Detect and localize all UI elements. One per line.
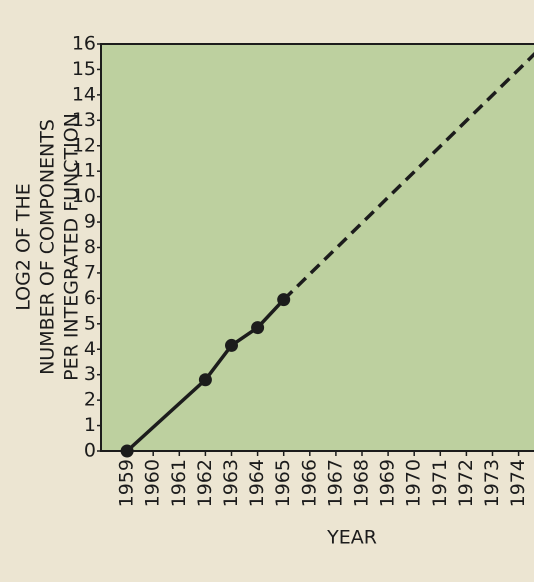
x-tick-label: 1966 bbox=[298, 459, 320, 507]
y-tick-label: 2 bbox=[84, 389, 96, 411]
y-tick-label: 8 bbox=[84, 236, 96, 258]
y-axis-label: LOG2 OF THE bbox=[13, 183, 35, 311]
y-tick-label: 9 bbox=[84, 211, 96, 233]
x-tick-label: 1959 bbox=[116, 459, 138, 507]
y-tick-label: 14 bbox=[72, 83, 96, 105]
y-tick-label: 5 bbox=[84, 312, 96, 334]
data-point bbox=[198, 373, 212, 387]
y-tick-label: 15 bbox=[72, 58, 96, 80]
x-tick-label: 1968 bbox=[351, 459, 373, 507]
data-point bbox=[251, 321, 265, 335]
y-tick-label: 11 bbox=[72, 160, 96, 182]
y-tick-label: 16 bbox=[72, 33, 96, 55]
series-line bbox=[282, 52, 534, 301]
x-tick-label: 1965 bbox=[272, 459, 294, 507]
x-tick-label: 1963 bbox=[220, 459, 242, 507]
x-axis-label: YEAR bbox=[326, 527, 377, 549]
y-tick-label: 4 bbox=[84, 338, 96, 360]
y-tick-label: 6 bbox=[84, 287, 96, 309]
x-tick-label: 1972 bbox=[455, 459, 477, 507]
x-tick-label: 1960 bbox=[142, 459, 164, 507]
x-tick-label: 1970 bbox=[403, 459, 425, 507]
x-tick-label: 1962 bbox=[194, 459, 216, 507]
y-tick-label: 0 bbox=[84, 440, 96, 462]
x-tick-label: 1961 bbox=[168, 459, 190, 507]
y-tick-label: 12 bbox=[72, 134, 96, 156]
plot-area bbox=[100, 43, 534, 452]
y-axis-label: PER INTEGRATED FUNCTION bbox=[61, 113, 83, 381]
y-tick-label: 7 bbox=[84, 261, 96, 283]
y-tick-label: 1 bbox=[84, 414, 96, 436]
y-tick-label: 13 bbox=[72, 109, 96, 131]
data-point bbox=[120, 444, 134, 458]
x-tick-label: 1969 bbox=[377, 459, 399, 507]
x-tick-label: 1971 bbox=[429, 459, 451, 507]
y-axis-label: NUMBER OF COMPONENTS bbox=[37, 119, 59, 375]
y-tick-label: 10 bbox=[72, 185, 96, 207]
data-point bbox=[225, 338, 238, 352]
y-tick-label: 3 bbox=[84, 363, 96, 385]
x-tick-label: 1964 bbox=[246, 459, 268, 507]
x-tick-label: 1967 bbox=[324, 459, 346, 507]
x-tick-label: 1973 bbox=[481, 459, 503, 507]
x-tick-label: 1974 bbox=[507, 459, 529, 507]
